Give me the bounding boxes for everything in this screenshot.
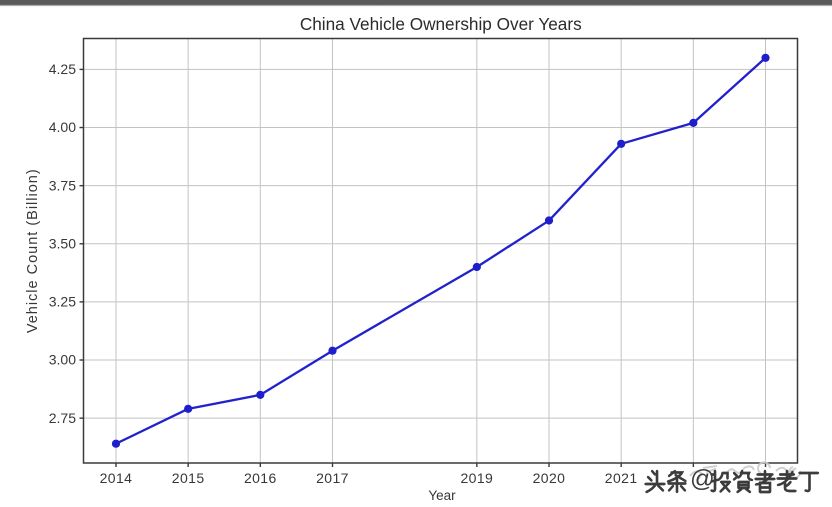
svg-text:2019: 2019 [460,470,493,486]
svg-text:2015: 2015 [172,470,205,486]
svg-text:3.00: 3.00 [49,352,76,368]
svg-text:2020: 2020 [533,470,566,486]
svg-text:4.25: 4.25 [49,61,76,77]
svg-text:3.25: 3.25 [49,294,76,310]
svg-text:3.50: 3.50 [49,235,76,251]
svg-text:China Vehicle Ownership Over Y: China Vehicle Ownership Over Years [300,14,582,34]
svg-text:Year: Year [428,488,456,503]
svg-text:2.75: 2.75 [49,410,76,426]
svg-text:2014: 2014 [100,470,133,486]
svg-text:2016: 2016 [244,470,277,486]
svg-text:Vehicle Count (Billion): Vehicle Count (Billion) [25,168,41,333]
svg-text:4.00: 4.00 [49,119,76,135]
svg-text:2021: 2021 [605,470,638,486]
svg-text:@: @ [690,466,715,493]
svg-text:3.75: 3.75 [49,177,76,193]
svg-text:2017: 2017 [316,470,349,486]
